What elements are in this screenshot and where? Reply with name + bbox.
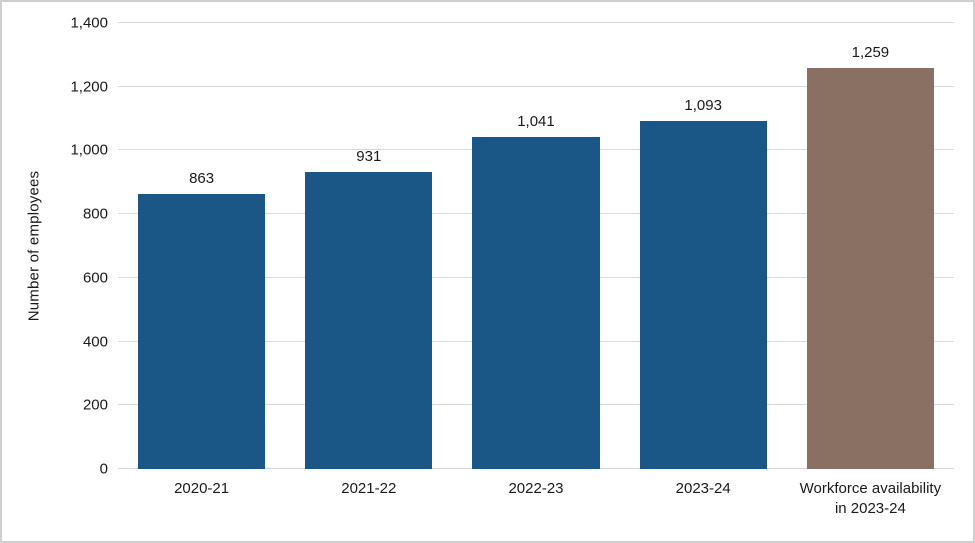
plot-area: 863 931 1,041 1,093 1,259	[118, 22, 954, 469]
bar-slot: 931	[285, 23, 452, 469]
bar-slot: 1,259	[787, 23, 954, 469]
y-tick-label: 200	[82, 396, 108, 414]
bar-2021-22	[305, 172, 433, 469]
x-tick-label: 2022-23	[508, 480, 564, 497]
bar-value-label: 863	[189, 170, 215, 188]
bar-slot: 1,093	[620, 23, 787, 469]
y-tick-label: 0	[99, 460, 108, 478]
y-tick-label: 800	[82, 205, 108, 223]
bar-workforce-availability-in-2023-24	[806, 67, 934, 469]
y-tick-label: 1,000	[70, 141, 108, 159]
y-tick-label: 1,400	[70, 14, 108, 32]
x-tick-label: 2020-21	[174, 480, 230, 497]
x-tick-label: 2021-22	[341, 480, 397, 497]
bar-2022-23	[472, 137, 600, 469]
x-tick-label: 2023-24	[675, 480, 731, 497]
bar-2023-24	[639, 120, 767, 469]
y-tick-label: 400	[82, 333, 108, 351]
gridline	[118, 85, 954, 87]
y-axis-tick-labels: 0 200 400 600 800 1,000 1,200 1,400	[2, 16, 108, 477]
bar-2020-21	[138, 194, 266, 469]
bar-value-label: 1,259	[851, 43, 890, 61]
bar-value-label: 931	[356, 148, 382, 166]
bar-slot: 1,041	[452, 23, 619, 469]
y-tick-label: 1,200	[70, 78, 108, 96]
y-tick-label: 600	[82, 269, 108, 287]
bar-slot: 863	[118, 23, 285, 469]
x-tick-label: Workforce availability in 2023-24	[799, 480, 942, 518]
gridline	[118, 22, 954, 23]
bar-value-label: 1,041	[517, 113, 555, 131]
bar-value-label: 1,093	[684, 96, 722, 114]
